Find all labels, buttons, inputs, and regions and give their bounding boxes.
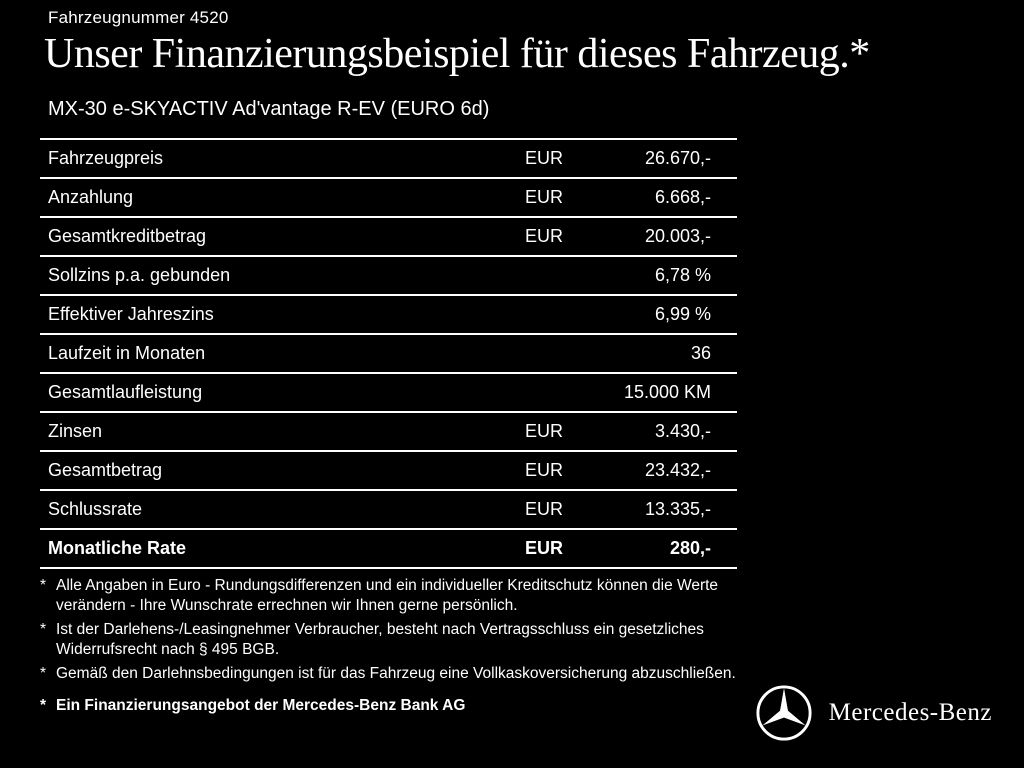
row-label: Schlussrate <box>48 499 143 519</box>
row-value: 13.335,- <box>644 499 711 519</box>
brand-name: Mercedes-Benz <box>828 699 992 726</box>
row-currency: EUR <box>525 226 564 246</box>
footnote-text: Gemäß den Darlehnsbedingungen ist für da… <box>56 664 736 682</box>
row-label: Fahrzeugpreis <box>48 148 164 168</box>
table-row: Zinsen EUR 3.430,- <box>40 411 737 450</box>
footnote: * Ein Finanzierungsangebot der Mercedes-… <box>40 696 752 716</box>
footnote: * Gemäß den Darlehnsbedingungen ist für … <box>40 664 752 684</box>
row-value: 3.430,- <box>654 421 711 441</box>
table-row: Sollzins p.a. gebunden 6,78 % <box>40 255 737 294</box>
row-label: Gesamtlaufleistung <box>48 382 203 402</box>
footnote-text: Alle Angaben in Euro - Rundungsdifferenz… <box>56 577 719 615</box>
footnote-marker: * <box>40 577 47 594</box>
row-value: 6.668,- <box>654 187 711 207</box>
page-title: Unser Finanzierungsbeispiel für dieses F… <box>44 31 870 77</box>
row-label: Zinsen <box>48 421 103 441</box>
table-row: Monatliche Rate EUR 280,- <box>40 528 737 567</box>
table-row: Gesamtbetrag EUR 23.432,- <box>40 450 737 489</box>
table-row: Gesamtlaufleistung 15.000 KM <box>40 372 737 411</box>
row-label: Effektiver Jahreszins <box>48 304 214 324</box>
footnote-marker: * <box>40 697 47 715</box>
row-label: Anzahlung <box>48 187 134 207</box>
footnote-text: Ein Finanzierungsangebot der Mercedes-Be… <box>56 697 466 715</box>
row-currency: EUR <box>525 460 564 480</box>
row-value: 26.670,- <box>644 148 711 168</box>
row-value: 36 <box>690 343 711 363</box>
row-currency: EUR <box>525 538 564 558</box>
row-label: Laufzeit in Monaten <box>48 343 206 363</box>
footnote-text: Ist der Darlehens-/Leasingnehmer Verbrau… <box>56 620 704 659</box>
footnote: * Alle Angaben in Euro - Rundungsdiffere… <box>40 576 752 617</box>
footnotes: * Alle Angaben in Euro - Rundungsdiffere… <box>40 576 752 720</box>
row-currency: EUR <box>525 421 564 441</box>
vehicle-model-subtitle: MX-30 e-SKYACTIV Ad'vantage R-EV (EURO 6… <box>48 98 490 120</box>
row-value: 20.003,- <box>644 226 711 246</box>
row-label: Gesamtkreditbetrag <box>48 226 207 246</box>
brand-block: Mercedes-Benz <box>755 684 992 742</box>
table-row: Gesamtkreditbetrag EUR 20.003,- <box>40 216 737 255</box>
footnote-marker: * <box>40 664 47 682</box>
table-row: Schlussrate EUR 13.335,- <box>40 489 737 528</box>
row-currency: EUR <box>525 499 564 519</box>
vehicle-number: Fahrzeugnummer 4520 <box>48 8 229 27</box>
row-label: Gesamtbetrag <box>48 460 163 480</box>
footnote: * Ist der Darlehens-/Leasingnehmer Verbr… <box>40 620 752 661</box>
row-value: 23.432,- <box>644 460 711 480</box>
table-row: Anzahlung EUR 6.668,- <box>40 177 737 216</box>
row-value: 6,78 % <box>654 265 711 285</box>
row-value: 280,- <box>669 538 711 558</box>
row-currency: EUR <box>525 187 564 207</box>
row-currency: EUR <box>525 148 564 168</box>
table-row: Laufzeit in Monaten 36 <box>40 333 737 372</box>
table-row: Effektiver Jahreszins 6,99 % <box>40 294 737 333</box>
row-value: 15.000 KM <box>623 382 711 402</box>
row-value: 6,99 % <box>654 304 711 324</box>
footnote-marker: * <box>40 620 47 638</box>
table-row: Fahrzeugpreis EUR 26.670,- <box>40 138 737 177</box>
row-label: Sollzins p.a. gebunden <box>48 265 231 285</box>
row-label: Monatliche Rate <box>48 538 187 558</box>
mercedes-star-icon <box>755 684 813 742</box>
financing-table: Fahrzeugpreis EUR 26.670,- Anzahlung EUR… <box>40 138 737 569</box>
